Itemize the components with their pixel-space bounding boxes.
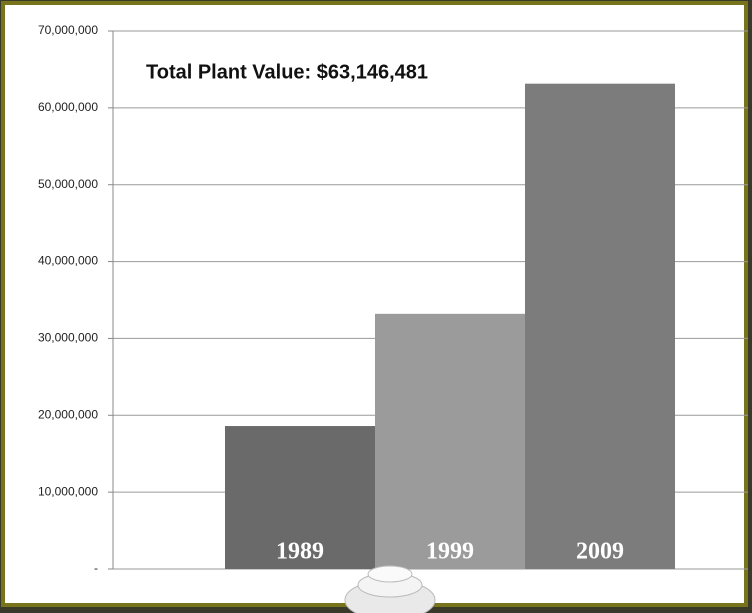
y-tick-label: 70,000,000 — [38, 23, 98, 37]
y-tick-label: 50,000,000 — [38, 177, 98, 191]
bar — [375, 313, 525, 569]
y-tick-label: 40,000,000 — [38, 254, 98, 268]
y-tick-label: 30,000,000 — [38, 331, 98, 345]
bulb-tip — [367, 565, 413, 583]
x-tick-label: 2009 — [576, 539, 624, 565]
annotation: Total Plant Value: $63,146,481 — [146, 61, 428, 83]
y-tick-label: 20,000,000 — [38, 407, 98, 421]
bar — [225, 426, 375, 569]
y-tick-label: 60,000,000 — [38, 100, 98, 114]
plot-area: - 10,000,000 20,000,000 30,000,000 40,000,00… — [38, 23, 748, 575]
y-tick-label: - — [94, 561, 98, 575]
bar — [525, 83, 675, 569]
bulb-decoration — [344, 565, 436, 613]
y-tick-label: 10,000,000 — [38, 484, 98, 498]
x-tick-label: 1989 — [276, 539, 324, 565]
x-tick-label: 1999 — [426, 539, 474, 565]
